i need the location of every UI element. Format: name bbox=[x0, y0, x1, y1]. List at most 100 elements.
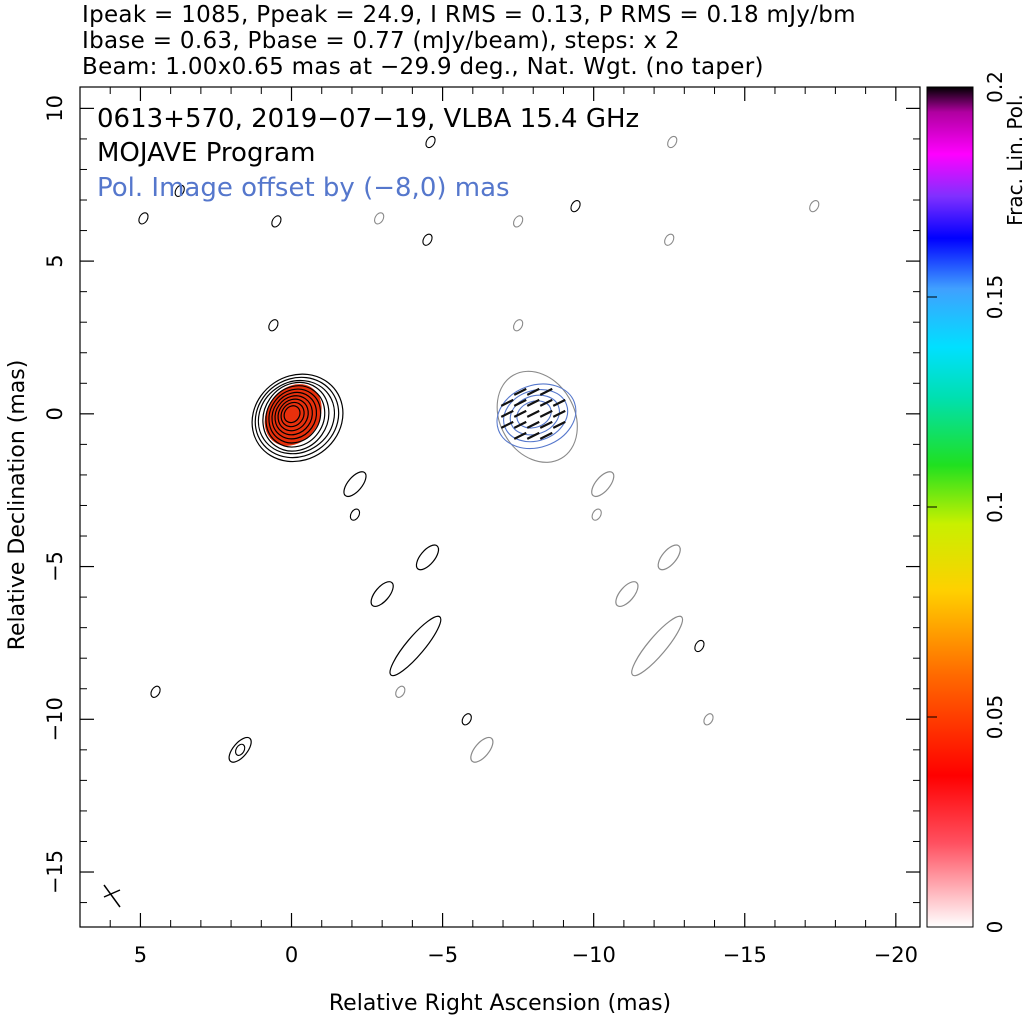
core-contour bbox=[274, 395, 313, 436]
evpa-tick bbox=[539, 420, 553, 429]
x-tick-label: 0 bbox=[285, 943, 298, 967]
evpa-tick bbox=[526, 420, 540, 429]
noise-contour bbox=[461, 713, 472, 726]
noise-contour bbox=[703, 713, 714, 726]
evpa-tick bbox=[526, 431, 540, 440]
pol-contour bbox=[516, 400, 552, 429]
evpa-tick bbox=[513, 409, 527, 418]
noise-contour bbox=[570, 200, 581, 213]
evpa-tick bbox=[539, 431, 553, 440]
jet-component-contour bbox=[657, 544, 681, 571]
header-line-3: Beam: 1.00x0.65 mas at −29.9 deg., Nat. … bbox=[82, 54, 764, 80]
jet-contours bbox=[228, 471, 684, 763]
noise-contours bbox=[138, 135, 820, 756]
evpa-tick bbox=[513, 431, 527, 440]
header-line-2: Ibase = 0.63, Pbase = 0.77 (mJy/beam), s… bbox=[82, 28, 680, 54]
core-contour bbox=[280, 401, 305, 428]
x-tick-label: −20 bbox=[874, 943, 918, 967]
x-tick-label: −10 bbox=[572, 943, 616, 967]
jet-component-contour bbox=[470, 736, 494, 763]
jet-component-contour bbox=[591, 471, 615, 498]
noise-contour bbox=[235, 743, 246, 756]
core-contour bbox=[271, 391, 318, 440]
jet-component-contour bbox=[415, 544, 440, 571]
pol-offset-annotation: Pol. Image offset by (−8,0) mas bbox=[97, 173, 510, 203]
colorbar-tick-label: 0.1 bbox=[983, 491, 1007, 523]
x-tick-label: 5 bbox=[134, 943, 147, 967]
noise-contour bbox=[694, 639, 705, 653]
core-pol-fill bbox=[264, 384, 322, 446]
colorbar-ticks: 0 0.05 0.1 0.15 0.2 bbox=[927, 71, 1007, 933]
evpa-tick bbox=[539, 387, 553, 396]
y-tick-label: −15 bbox=[43, 850, 67, 894]
colorbar-tick-label: 0.2 bbox=[983, 71, 1007, 103]
jet-component-contour bbox=[389, 615, 442, 677]
noise-contour bbox=[349, 508, 361, 521]
evpa-tick bbox=[526, 398, 540, 407]
evpa-tick bbox=[500, 409, 514, 418]
source-annotation: 0613+570, 2019−07−19, VLBA 15.4 GHz bbox=[97, 104, 639, 134]
noise-contour bbox=[150, 685, 161, 698]
y-tick-label: 0 bbox=[43, 407, 67, 420]
jet-component-contour bbox=[370, 581, 394, 607]
evpa-tick bbox=[552, 420, 566, 429]
evpa-tick bbox=[513, 420, 527, 429]
noise-contour bbox=[591, 508, 602, 521]
noise-contour bbox=[664, 233, 675, 246]
colorbar-tick-label: 0 bbox=[983, 921, 1007, 934]
plot-frame bbox=[79, 86, 921, 928]
x-axis-label: Relative Right Ascension (mas) bbox=[329, 991, 671, 1016]
beam-cross bbox=[103, 884, 121, 908]
y-tick-label: −10 bbox=[43, 697, 67, 741]
y-tick-label: 10 bbox=[43, 95, 67, 122]
y-tick-label: 5 bbox=[43, 254, 67, 267]
jet-component-contour bbox=[228, 736, 252, 763]
evpa-tick bbox=[526, 387, 540, 396]
pol-contour bbox=[496, 370, 578, 463]
y-ticks: 10 5 0 −5 −10 −15 bbox=[43, 95, 920, 904]
noise-contour bbox=[395, 685, 406, 698]
core-contour bbox=[265, 385, 326, 448]
polarization-image bbox=[496, 370, 578, 463]
jet-component-contour bbox=[343, 471, 367, 498]
jet-component-contour bbox=[631, 615, 684, 677]
stokes-i-core bbox=[251, 373, 344, 463]
colorbar-label: Frac. Lin. Pol. bbox=[1003, 94, 1027, 226]
noise-contour bbox=[271, 215, 282, 228]
noise-contour bbox=[268, 319, 279, 332]
x-tick-label: −15 bbox=[723, 943, 767, 967]
core-contour bbox=[257, 379, 336, 455]
evpa-tick bbox=[539, 409, 553, 418]
program-annotation: MOJAVE Program bbox=[97, 138, 315, 168]
colorbar-tick-label: 0.05 bbox=[983, 695, 1007, 740]
core-contour bbox=[283, 405, 301, 424]
core-contour bbox=[277, 398, 309, 432]
noise-contour bbox=[174, 184, 185, 197]
header-line-1: Ipeak = 1085, Ppeak = 24.9, I RMS = 0.13… bbox=[82, 2, 856, 28]
evpa-tick bbox=[513, 387, 527, 396]
evpa-tick bbox=[500, 420, 514, 429]
noise-contour bbox=[809, 200, 820, 213]
y-axis-label: Relative Declination (mas) bbox=[5, 360, 30, 651]
noise-contour bbox=[512, 319, 524, 332]
core-contour bbox=[254, 376, 340, 459]
evpa-tick bbox=[552, 398, 566, 407]
noise-contour bbox=[667, 135, 678, 149]
evpa-tick bbox=[526, 409, 540, 418]
core-contour bbox=[251, 373, 344, 463]
x-ticks: 5 0 −5 −10 −15 −20 bbox=[79, 87, 918, 967]
evpa-tick bbox=[539, 398, 553, 407]
evpa-tick bbox=[552, 409, 566, 418]
jet-component-contour bbox=[615, 581, 639, 607]
core-contour bbox=[262, 381, 330, 452]
noise-contour bbox=[138, 212, 149, 225]
y-tick-label: −5 bbox=[43, 551, 67, 582]
core-contour bbox=[268, 388, 322, 444]
x-tick-label: −5 bbox=[427, 943, 458, 967]
noise-contour bbox=[422, 233, 433, 246]
colorbar-tick-label: 0.15 bbox=[983, 275, 1007, 320]
evpa-tick bbox=[513, 398, 527, 407]
noise-contour bbox=[425, 135, 436, 149]
noise-contour bbox=[374, 212, 385, 225]
